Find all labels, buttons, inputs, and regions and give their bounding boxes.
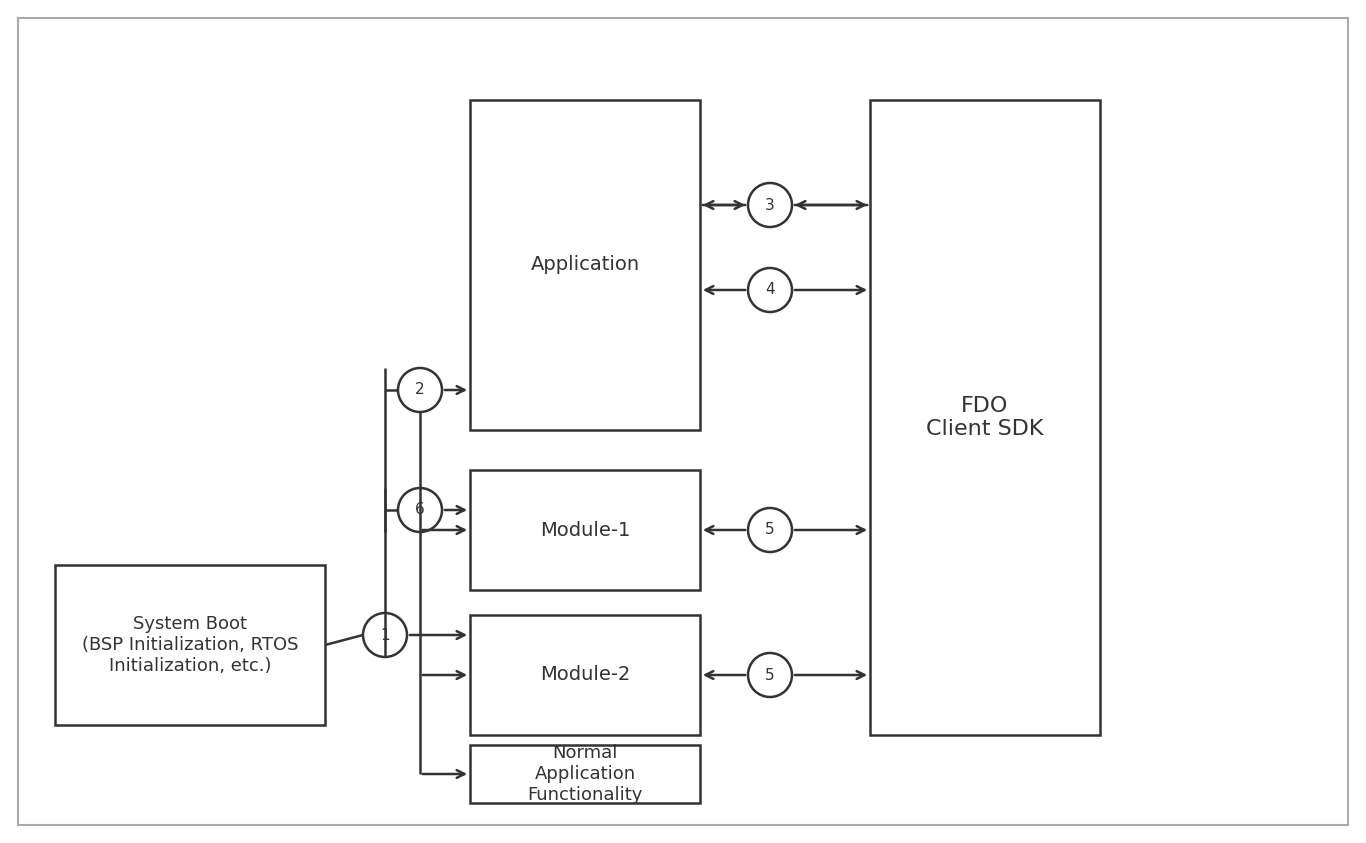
Circle shape — [749, 268, 792, 312]
Text: 4: 4 — [765, 282, 775, 298]
Text: 5: 5 — [765, 523, 775, 538]
Bar — [470, 470, 699, 590]
Circle shape — [363, 613, 407, 657]
Circle shape — [398, 488, 443, 532]
Bar — [870, 100, 1100, 735]
Circle shape — [749, 508, 792, 552]
Text: FDO
Client SDK: FDO Client SDK — [926, 396, 1044, 439]
Bar — [470, 100, 699, 430]
Bar — [55, 565, 325, 725]
Text: 1: 1 — [380, 627, 389, 642]
Circle shape — [749, 183, 792, 227]
Circle shape — [398, 368, 443, 412]
Text: Application: Application — [530, 255, 639, 275]
Bar — [470, 615, 699, 735]
Text: Module-1: Module-1 — [540, 520, 630, 540]
Text: Module-2: Module-2 — [540, 665, 630, 685]
Text: Normal
Application
Functionality: Normal Application Functionality — [527, 744, 642, 803]
Text: System Boot
(BSP Initialization, RTOS
Initialization, etc.): System Boot (BSP Initialization, RTOS In… — [82, 615, 298, 674]
Text: 3: 3 — [765, 197, 775, 212]
Text: 5: 5 — [765, 668, 775, 683]
Circle shape — [749, 653, 792, 697]
Text: 6: 6 — [415, 502, 425, 518]
Text: 2: 2 — [415, 383, 425, 398]
Bar — [470, 745, 699, 803]
